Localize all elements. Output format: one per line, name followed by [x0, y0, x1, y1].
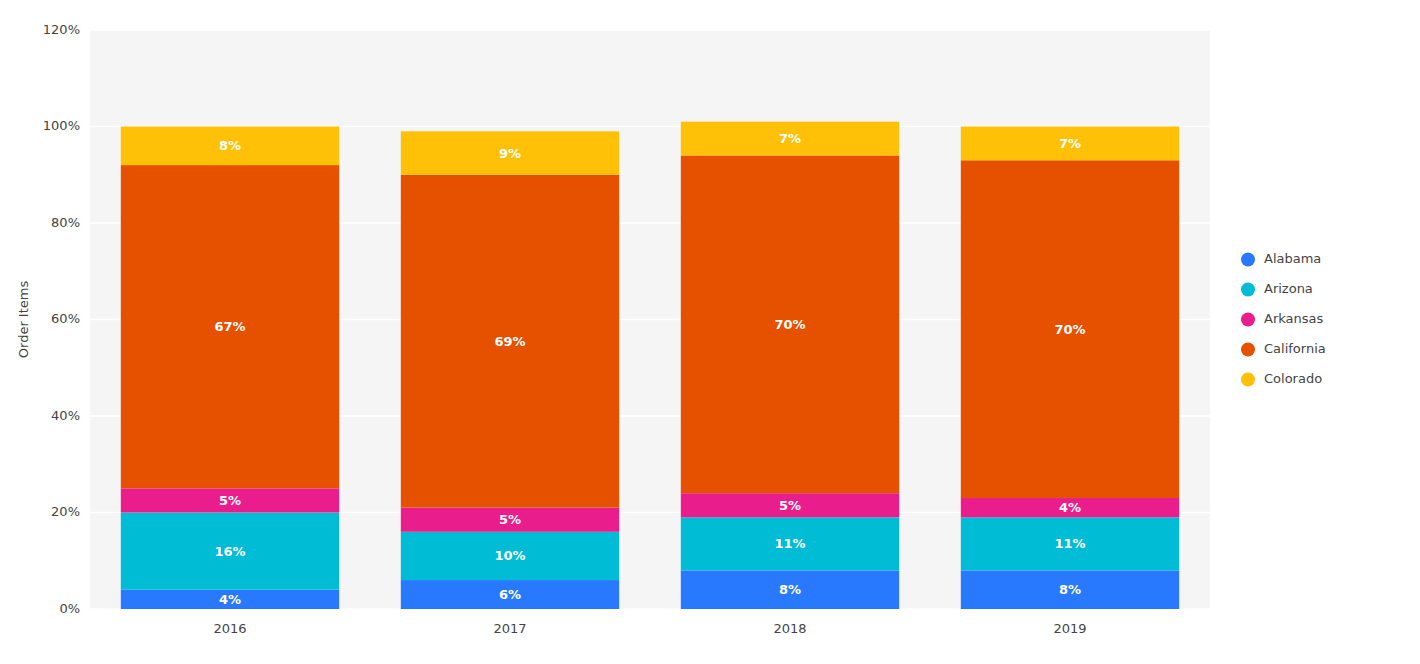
legend-marker [1241, 313, 1255, 327]
data-label: 11% [774, 536, 805, 551]
x-axis: 2016 2017 2018 2019 [213, 621, 1086, 636]
y-tick-label: 60% [51, 311, 80, 326]
bar-segment [401, 175, 619, 508]
bar-segment [681, 122, 899, 156]
bar-segment [961, 160, 1179, 498]
grid [90, 30, 1210, 609]
data-label: 10% [494, 548, 525, 563]
bar-segment [961, 517, 1179, 570]
legend-label: Alabama [1264, 251, 1321, 266]
x-tick-label: 2016 [213, 621, 246, 636]
bar-segment [961, 498, 1179, 517]
bar-segment [401, 508, 619, 532]
bar-segment [681, 493, 899, 517]
data-labels: 4% 6% 8% 8% 16% 10% 11% 11% 5% 5% 5% 4% 67% 69% 70% 70%… [214, 131, 1085, 607]
legend-marker [1241, 343, 1255, 357]
legend-marker [1241, 253, 1255, 267]
data-label: 5% [499, 512, 521, 527]
bar-segment [121, 513, 339, 590]
bar-segment [961, 127, 1179, 161]
data-label: 5% [779, 498, 801, 513]
data-label: 70% [774, 317, 805, 332]
data-label: 8% [1059, 582, 1081, 597]
legend-label: Arkansas [1264, 311, 1323, 326]
bar-segment [681, 155, 899, 493]
data-label: 69% [494, 334, 525, 349]
chart: 0% 20% 40% 60% 80% 100% 120% 4% 6% 8% 8% 16% 10% 11% 1… [0, 0, 1420, 664]
bar-segment [681, 517, 899, 570]
plot-background [90, 30, 1210, 609]
y-tick-label: 80% [51, 215, 80, 230]
x-tick-label: 2017 [493, 621, 526, 636]
bar-segment [401, 131, 619, 174]
bar-segment [121, 127, 339, 166]
data-label: 7% [779, 131, 801, 146]
y-axis: 0% 20% 40% 60% 80% 100% 120% [43, 22, 80, 616]
data-label: 6% [499, 587, 521, 602]
legend-label: California [1264, 341, 1326, 356]
bar-segment [121, 165, 339, 488]
data-label: 8% [779, 582, 801, 597]
legend-label: Colorado [1264, 371, 1322, 386]
y-tick-label: 40% [51, 408, 80, 423]
bar-segment [401, 532, 619, 580]
legend: Alabama Arizona Arkansas California Colorado [1241, 251, 1326, 387]
bar-segment [121, 590, 339, 609]
y-tick-label: 100% [43, 118, 80, 133]
bar-segment [961, 570, 1179, 609]
x-tick-label: 2019 [1053, 621, 1086, 636]
bar-segment [121, 488, 339, 512]
legend-label: Arizona [1264, 281, 1313, 296]
bar-segment [401, 580, 619, 609]
grid-line [90, 29, 1210, 31]
data-label: 7% [1059, 136, 1081, 151]
data-label: 4% [219, 592, 241, 607]
legend-marker [1241, 283, 1255, 297]
y-axis-label: Order Items [16, 281, 31, 359]
data-label: 16% [214, 544, 245, 559]
y-tick-label: 120% [43, 22, 80, 37]
bar-segment [681, 570, 899, 609]
data-label: 5% [219, 493, 241, 508]
data-label: 67% [214, 319, 245, 334]
x-tick-label: 2018 [773, 621, 806, 636]
y-tick-label: 0% [59, 601, 80, 616]
y-tick-label: 20% [51, 504, 80, 519]
legend-marker [1241, 373, 1255, 387]
data-label: 9% [499, 146, 521, 161]
bars [121, 122, 1179, 609]
data-label: 11% [1054, 536, 1085, 551]
data-label: 70% [1054, 322, 1085, 337]
data-label: 4% [1059, 500, 1081, 515]
data-label: 8% [219, 138, 241, 153]
